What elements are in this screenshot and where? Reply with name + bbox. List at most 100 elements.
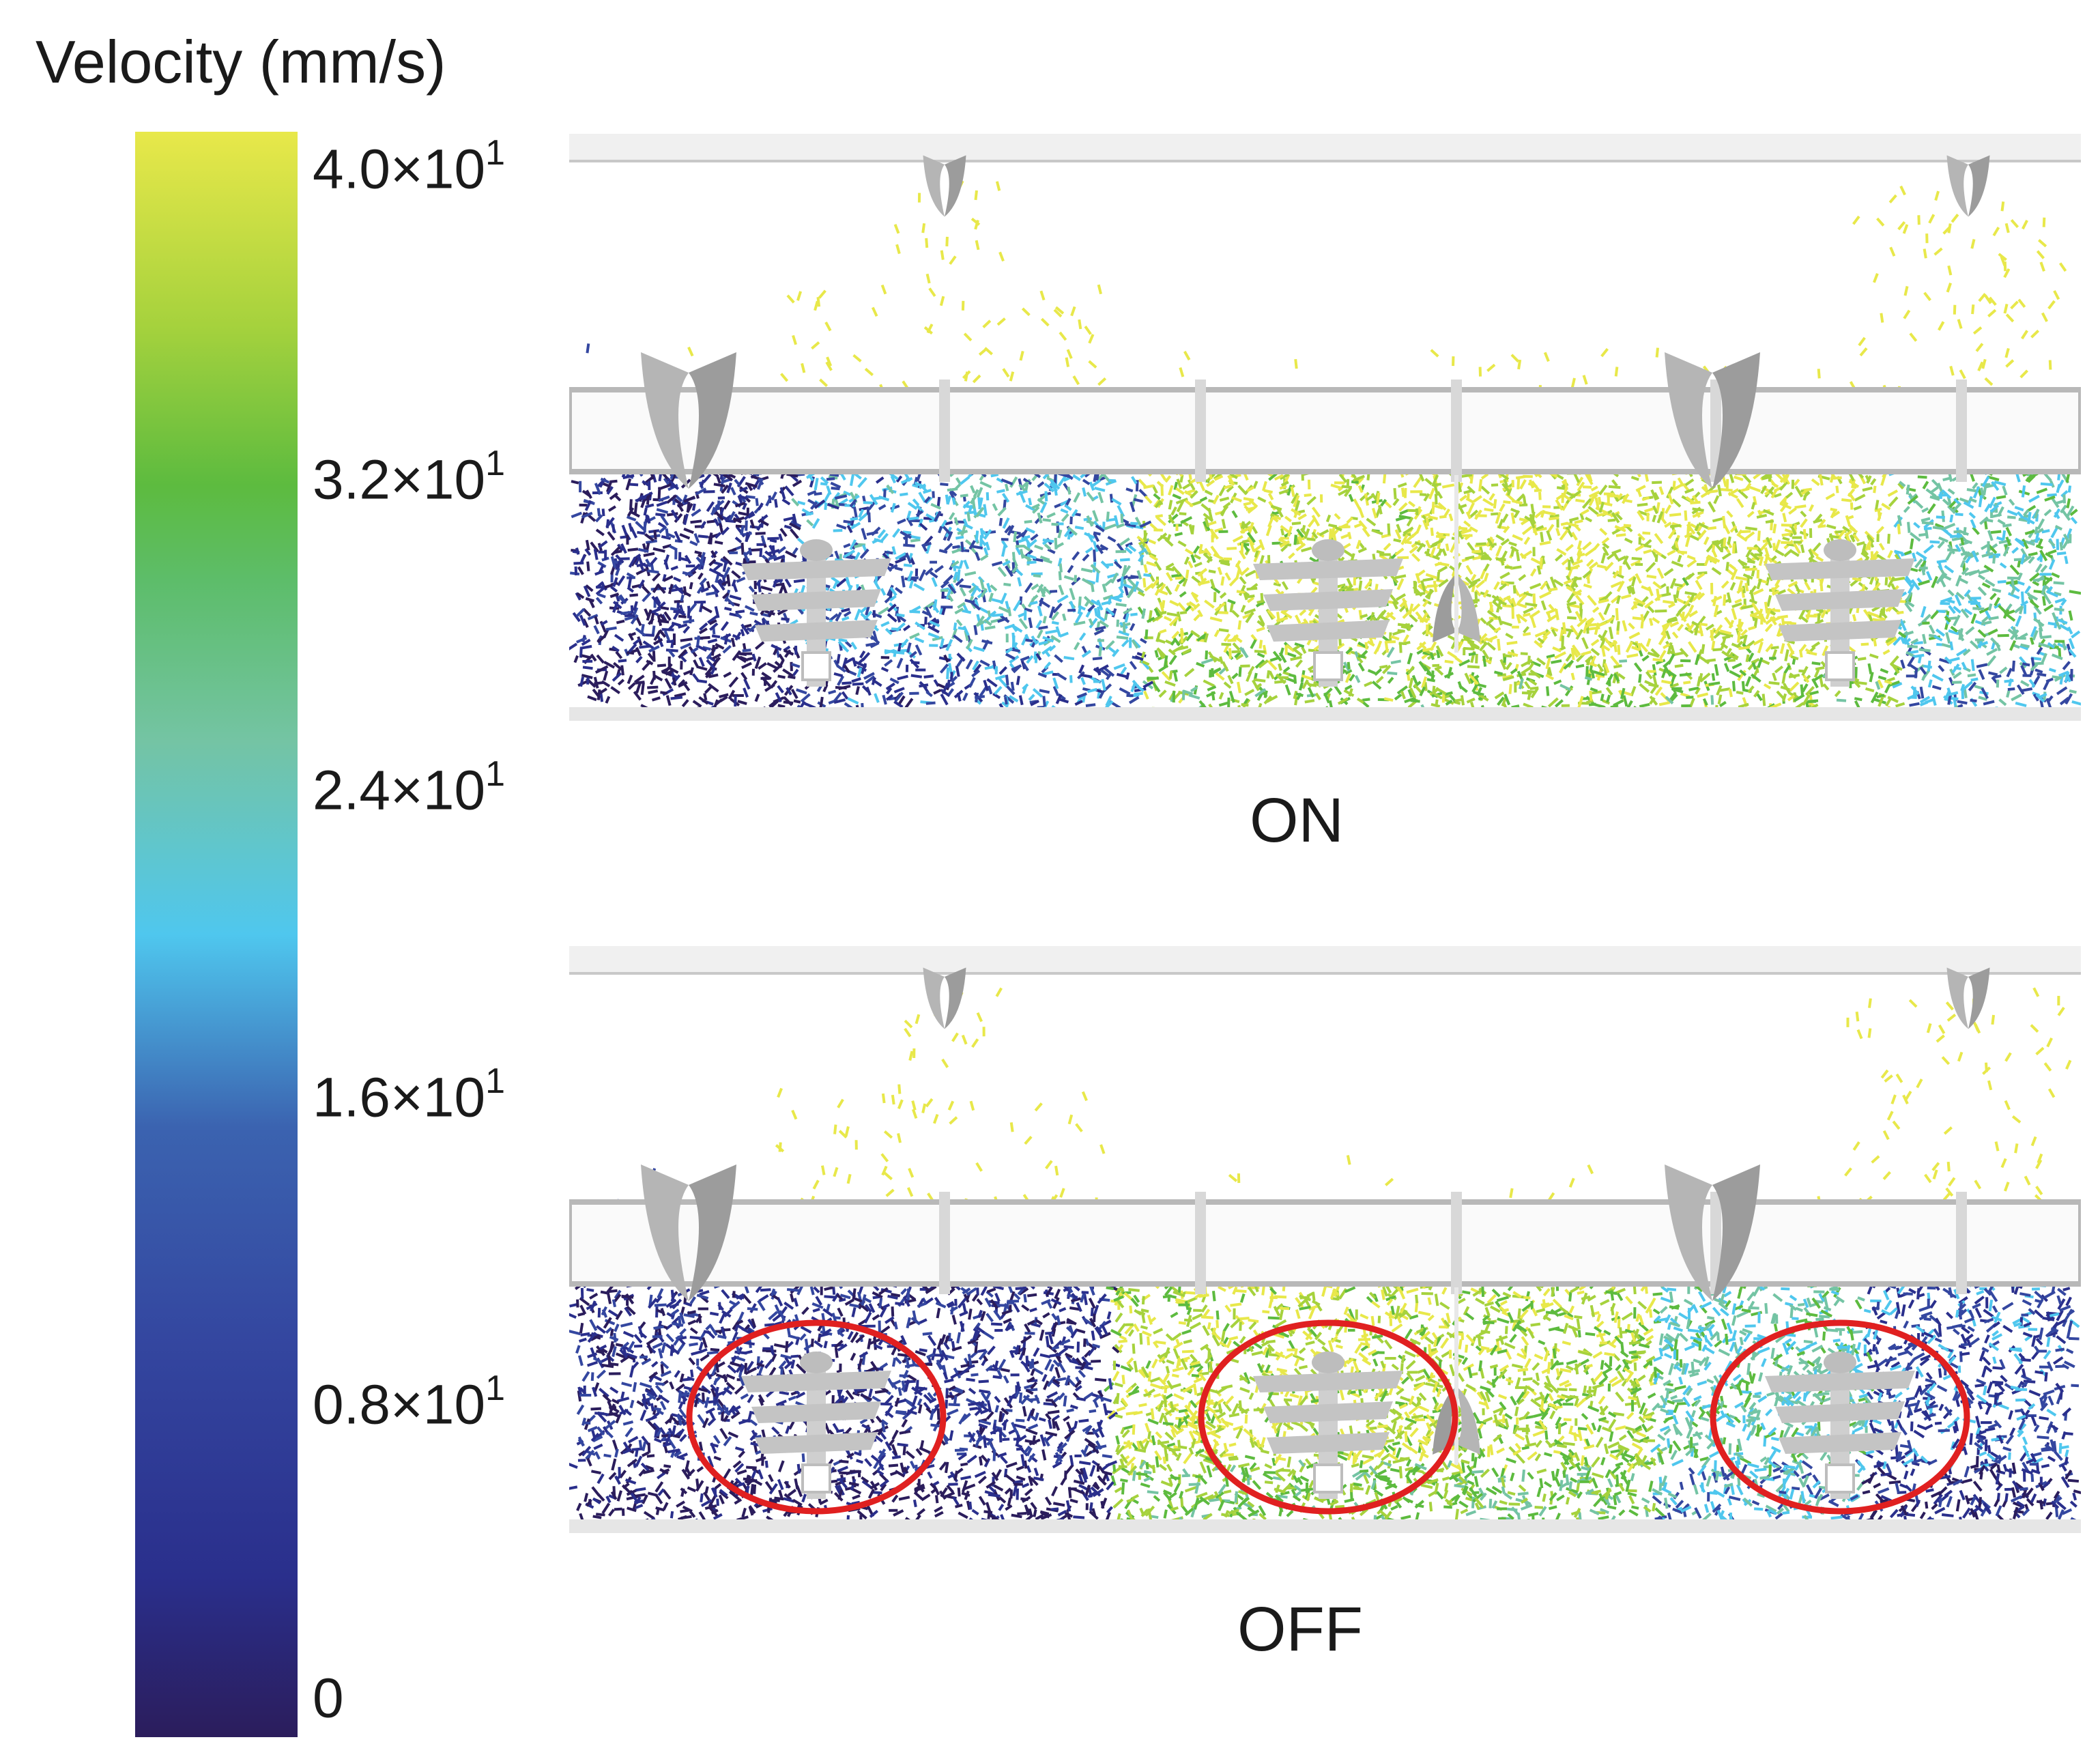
flow-arrow bbox=[1130, 681, 1137, 693]
flow-arrow bbox=[1236, 681, 1241, 693]
flow-arrow bbox=[1166, 567, 1175, 571]
flow-arrow bbox=[584, 500, 592, 511]
flow-arrow bbox=[575, 547, 580, 555]
flow-arrow bbox=[712, 653, 721, 660]
flow-arrow bbox=[1055, 626, 1062, 638]
flow-arrow bbox=[1370, 492, 1379, 502]
flow-arrow bbox=[1913, 641, 1923, 645]
flow-arrow bbox=[964, 511, 976, 515]
flow-arrow bbox=[983, 547, 989, 556]
flow-arrow bbox=[1470, 573, 1477, 582]
flow-arrow bbox=[1204, 517, 1210, 528]
flow-arrow bbox=[1687, 641, 1697, 653]
flow-arrow bbox=[1228, 479, 1235, 486]
flow-arrow bbox=[1745, 654, 1750, 663]
flow-arrow bbox=[1523, 626, 1530, 633]
flow-arrow bbox=[1110, 572, 1119, 584]
flow-arrow bbox=[1534, 630, 1547, 638]
flow-arrow bbox=[765, 496, 773, 506]
flow-arrow bbox=[1617, 555, 1626, 562]
flow-arrow bbox=[921, 223, 926, 233]
flow-arrow bbox=[1988, 496, 1996, 509]
flow-arrow bbox=[909, 605, 921, 614]
flow-arrow bbox=[934, 564, 944, 573]
flow-arrow bbox=[778, 533, 783, 542]
flow-arrow bbox=[880, 588, 887, 596]
flow-arrow bbox=[1688, 604, 1695, 614]
flow-arrow bbox=[1206, 479, 1216, 487]
flow-arrow bbox=[962, 518, 968, 527]
flow-arrow bbox=[1753, 588, 1764, 595]
flow-arrow bbox=[1772, 672, 1777, 681]
flow-arrow bbox=[1071, 509, 1078, 517]
flow-arrow bbox=[1301, 679, 1309, 689]
flow-arrow bbox=[744, 605, 755, 612]
flow-arrow bbox=[1364, 580, 1372, 590]
flow-arrow bbox=[1545, 657, 1551, 670]
flow-arrow bbox=[2035, 693, 2045, 703]
flow-arrow bbox=[1087, 604, 1095, 612]
flow-arrow bbox=[1210, 529, 1215, 539]
flow-arrow bbox=[1425, 573, 1438, 580]
flow-arrow bbox=[1666, 618, 1678, 623]
flow-arrow bbox=[1782, 693, 1787, 702]
flow-arrow bbox=[2002, 523, 2012, 528]
flow-arrow bbox=[1031, 583, 1039, 590]
flow-arrow bbox=[1817, 524, 1826, 528]
flow-arrow bbox=[2070, 517, 2078, 524]
flow-arrow bbox=[1986, 648, 1998, 656]
flow-arrow bbox=[1581, 509, 1590, 515]
flow-arrow bbox=[1278, 489, 1289, 495]
flow-arrow bbox=[1523, 592, 1534, 597]
flow-arrow bbox=[1032, 687, 1044, 698]
flow-arrow bbox=[2040, 482, 2053, 487]
flow-arrow bbox=[1409, 687, 1417, 699]
flow-arrow bbox=[1428, 487, 1435, 500]
flow-arrow bbox=[1572, 589, 1583, 597]
flow-arrow bbox=[1667, 653, 1675, 665]
flow-arrow bbox=[678, 614, 687, 618]
flow-arrow bbox=[885, 687, 893, 695]
flow-arrow bbox=[2068, 648, 2077, 658]
flow-arrow bbox=[1899, 618, 1907, 631]
flow-arrow bbox=[601, 509, 605, 517]
flow-arrow bbox=[1142, 577, 1147, 588]
flow-arrow bbox=[1546, 686, 1550, 696]
flow-arrow bbox=[1185, 632, 1194, 642]
flow-arrow bbox=[789, 522, 801, 531]
flow-arrow bbox=[1782, 537, 1790, 541]
flow-arrow bbox=[714, 606, 720, 618]
flow-arrow bbox=[1155, 516, 1167, 526]
flow-arrow bbox=[1113, 663, 1125, 670]
flow-arrow bbox=[1931, 575, 1939, 588]
flow-arrow bbox=[1987, 628, 1998, 635]
flow-arrow bbox=[1811, 661, 1821, 666]
flow-arrow bbox=[1548, 587, 1558, 592]
flow-arrow bbox=[897, 518, 906, 525]
flow-arrow bbox=[1738, 580, 1744, 591]
flow-arrow bbox=[582, 666, 593, 670]
flow-arrow bbox=[1626, 586, 1632, 595]
flow-arrow bbox=[1887, 549, 1893, 559]
flow-arrow bbox=[1074, 526, 1084, 530]
flow-arrow bbox=[780, 373, 789, 382]
flow-arrow bbox=[755, 641, 765, 650]
flow-arrow bbox=[891, 546, 897, 555]
flow-arrow bbox=[1386, 612, 1396, 620]
flow-arrow bbox=[598, 540, 608, 549]
flow-arrow bbox=[925, 238, 929, 248]
flow-arrow bbox=[652, 670, 656, 680]
flow-arrow bbox=[1985, 579, 1996, 587]
flow-arrow bbox=[2011, 547, 2019, 554]
flow-arrow bbox=[1502, 603, 1513, 608]
flow-arrow bbox=[1381, 533, 1392, 539]
flow-arrow bbox=[613, 493, 622, 502]
flow-arrow bbox=[666, 512, 678, 517]
flow-arrow bbox=[1571, 644, 1581, 657]
flow-arrow bbox=[940, 693, 949, 706]
flow-arrow bbox=[1213, 629, 1220, 638]
flow-arrow bbox=[1015, 568, 1024, 577]
flow-arrow bbox=[1343, 689, 1355, 697]
flow-arrow bbox=[2017, 298, 2026, 309]
flow-arrow bbox=[1041, 586, 1047, 597]
